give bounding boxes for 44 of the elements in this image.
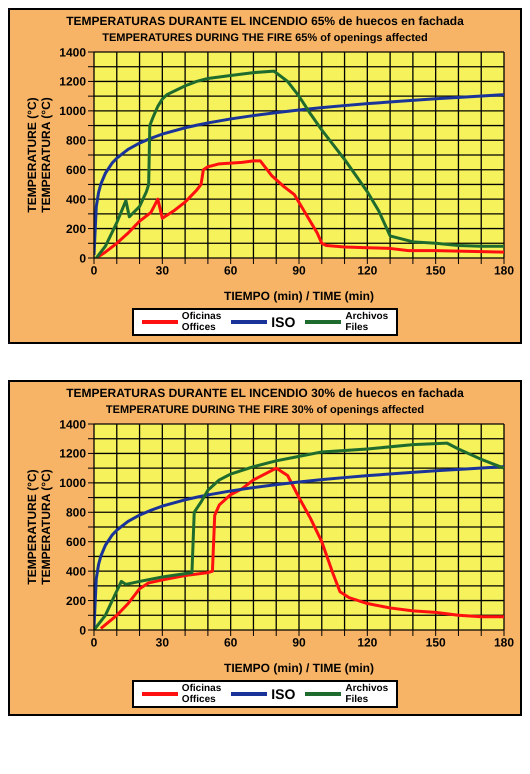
x-tick-label: 90: [292, 636, 306, 650]
y-tick-label: 1000: [59, 476, 86, 490]
x-tick-label: 0: [90, 636, 98, 650]
x-tick-label: 60: [224, 636, 238, 650]
x-axis-title: TIEMPO (min) / TIME (min): [224, 661, 374, 675]
x-tick-label: 90: [292, 264, 306, 278]
y-tick-label: 600: [66, 162, 86, 177]
y-tick-label: 600: [66, 534, 86, 549]
x-tick-label: 0: [90, 264, 98, 278]
chart-subtitle: TEMPERATURE DURING THE FIRE 30% of openings affected: [104, 404, 426, 416]
x-tick-label: 30: [156, 264, 170, 278]
y-tick-label: 1400: [59, 45, 86, 60]
x-tick-label: 150: [426, 636, 446, 650]
legend-label: Oficinas Offices: [182, 311, 222, 333]
legend-label: ISO: [271, 314, 296, 330]
x-tick-label: 30: [156, 636, 170, 650]
x-tick-label: 60: [224, 264, 238, 278]
y-tick-label: 400: [66, 192, 86, 206]
x-tick-label: 180: [494, 264, 514, 278]
x-tick-label: 180: [494, 636, 514, 650]
legend-label: Archivos Files: [345, 683, 388, 705]
y-tick-label: 0: [79, 623, 86, 638]
y-tick-label: 0: [79, 251, 86, 266]
chart-subtitle: TEMPERATURES DURING THE FIRE 65% of openings affected: [101, 32, 429, 44]
y-tick-label: 400: [66, 564, 86, 578]
chart-title: TEMPERATURAS DURANTE EL INCENDIO 65% de huecos en fachada: [65, 14, 465, 28]
y-tick-label: 800: [66, 134, 86, 148]
chart-title: TEMPERATURAS DURANTE EL INCENDIO 30% de huecos en fachada: [65, 386, 465, 400]
y-tick-label: 1200: [59, 446, 86, 461]
legend-label: ISO: [271, 686, 296, 702]
legend-label: Oficinas Offices: [182, 683, 222, 705]
x-axis-title: TIEMPO (min) / TIME (min): [224, 289, 374, 303]
x-tick-label: 120: [357, 264, 378, 278]
x-tick-label: 150: [426, 264, 446, 278]
y-tick-label: 200: [66, 594, 86, 608]
legend-label: Archivos Files: [345, 311, 388, 333]
y-tick-label: 1400: [59, 417, 86, 432]
y-tick-label: 200: [66, 222, 86, 236]
y-tick-label: 1200: [59, 74, 86, 89]
y-tick-label: 800: [66, 506, 86, 520]
y-axis-title: TEMPERATURE (°C) TEMPERATURA (°C): [25, 97, 53, 213]
y-axis-title: TEMPERATURE (°C) TEMPERATURA (°C): [25, 469, 53, 585]
y-tick-label: 1000: [59, 104, 86, 118]
x-tick-label: 120: [357, 636, 378, 650]
